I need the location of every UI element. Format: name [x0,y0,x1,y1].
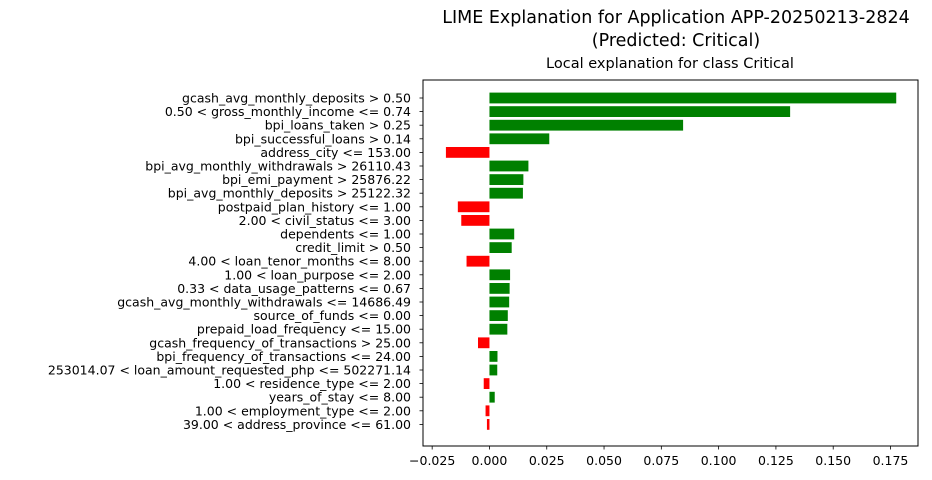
y-tick-label: source_of_funds <= 0.00 [254,308,412,323]
bar-12 [466,255,490,267]
bars-group [445,92,897,430]
bar-16 [489,310,508,321]
x-tick-label: 0.175 [873,453,909,468]
bar-22 [489,391,495,403]
bar-19 [489,351,498,362]
bar-11 [489,242,512,253]
y-tick-label: 0.50 < gross_monthly_income <= 0.74 [165,104,411,119]
plot-area: gcash_avg_monthly_deposits > 0.500.50 < … [48,79,919,468]
y-tick-label: gcash_avg_monthly_withdrawals <= 14686.4… [117,295,411,310]
y-tick-label: 1.00 < employment_type <= 2.00 [195,403,411,418]
y-tick-label: 39.00 < address_province <= 61.00 [183,417,411,432]
y-tick-label: bpi_frequency_of_transactions <= 24.00 [156,349,411,364]
y-tick-labels: gcash_avg_monthly_deposits > 0.500.50 < … [48,91,423,432]
bar-2 [489,119,684,131]
x-tick-label: 0.150 [815,453,851,468]
y-tick-label: bpi_successful_loans > 0.14 [235,131,411,146]
axes-title: Local explanation for class Critical [546,56,794,72]
y-tick-label: prepaid_load_frequency <= 15.00 [197,322,411,337]
y-tick-label: years_of_stay <= 8.00 [269,390,411,405]
y-tick-label: bpi_avg_monthly_deposits > 25122.32 [168,186,411,201]
y-tick-label: bpi_avg_monthly_withdrawals > 26110.43 [145,159,411,174]
y-tick-label: credit_limit > 0.50 [295,240,411,255]
bar-8 [457,201,490,213]
bar-21 [483,378,490,389]
bar-4 [445,147,490,158]
axes-frame [422,79,919,447]
bar-1 [489,106,791,117]
y-tick-label: postpaid_plan_history <= 1.00 [218,199,411,214]
bar-14 [489,283,510,294]
figure-suptitle: LIME Explanation for Application APP-202… [442,8,910,28]
y-tick-label: 4.00 < loan_tenor_months <= 8.00 [188,254,411,269]
bar-7 [489,187,523,199]
bar-3 [489,133,550,145]
x-tick-label: −0.025 [409,453,455,468]
y-tick-label: bpi_loans_taken > 0.25 [265,118,411,133]
bar-5 [489,160,529,172]
x-tick-label: 0.050 [586,453,622,468]
x-ticks: −0.025 0.000 0.025 0.050 0.075 0.100 0.125 0.15… [409,446,908,468]
bar-20 [489,364,498,376]
y-tick-label: 1.00 < residence_type <= 2.00 [213,376,411,391]
y-tick-label: bpi_emi_payment > 25876.22 [222,172,411,187]
bar-17 [489,323,508,335]
bar-18 [478,337,490,349]
y-tick-label: gcash_avg_monthly_deposits > 0.50 [182,91,411,106]
x-tick-label: 0.125 [758,453,794,468]
bar-0 [489,92,897,104]
y-tick-label: dependents <= 1.00 [280,227,411,242]
bar-10 [489,228,515,240]
y-tick-label: 253014.07 < loan_amount_requested_php <=… [48,363,411,378]
y-tick-label: address_city <= 153.00 [260,145,411,160]
y-tick-label: 2.00 < civil_status <= 3.00 [239,213,411,228]
bar-23 [485,405,490,417]
x-tick-label: 0.025 [529,453,565,468]
y-tick-label: gcash_frequency_of_transactions > 25.00 [149,335,411,350]
y-tick-label: 0.33 < data_usage_patterns <= 0.67 [177,281,411,296]
x-tick-label: 0.000 [472,453,508,468]
x-tick-label: 0.075 [643,453,679,468]
bar-13 [489,269,511,281]
bar-24 [486,419,490,430]
bar-6 [489,174,524,185]
x-tick-label: 0.100 [701,453,737,468]
bar-9 [461,215,490,226]
y-tick-label: 1.00 < loan_purpose <= 2.00 [224,267,411,282]
bar-15 [489,296,510,308]
figure-suptitle-predicted: (Predicted: Critical) [592,31,760,51]
